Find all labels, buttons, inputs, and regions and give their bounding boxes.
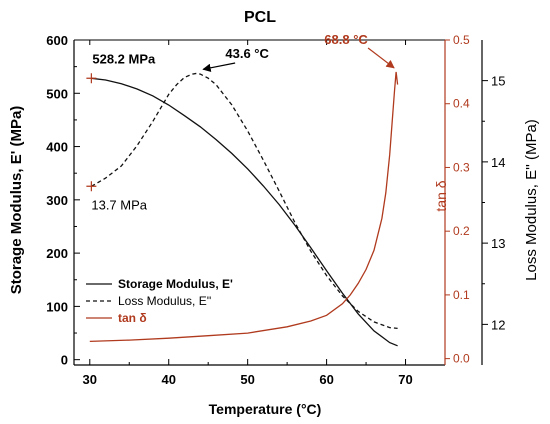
y-right-tick-label: 13 — [491, 236, 505, 251]
loss-peak-arrow — [202, 62, 236, 72]
y-left-tick-label: 100 — [46, 299, 68, 314]
y-tan-tick-label: 0.5 — [453, 33, 470, 47]
y-left-tick-label: 500 — [46, 86, 68, 101]
loss-modulus-line — [91, 72, 398, 330]
y-axis-label-right: Loss Modulus, E'' (MPa) — [523, 119, 540, 281]
y-tan-tick-label: 0.0 — [453, 352, 470, 366]
y-left-tick-label: 300 — [46, 193, 68, 208]
annotation-loss-peak: 43.6 °C — [225, 46, 269, 61]
y-tan-tick-label: 0.1 — [453, 288, 470, 302]
y-axis-label-left: Storage Modulus, E' (MPa) — [8, 106, 25, 295]
y-tan-tick-label: 0.3 — [453, 160, 470, 174]
annotations: 528.2 MPa 13.7 MPa 43.6 °C 68.8 °C — [86, 32, 395, 212]
tan-peak-arrow — [367, 47, 395, 69]
legend-storage-label: Storage Modulus, E' — [118, 277, 233, 291]
series-group — [89, 71, 399, 347]
axes: 30 40 50 60 70 0 100 200 300 400 500 600 0.0 0.1 0.2 0.… — [46, 33, 505, 387]
legend: Storage Modulus, E' Loss Modulus, E'' tan … — [86, 277, 233, 325]
y-left-tick-label: 200 — [46, 246, 68, 261]
loss-marker — [86, 181, 97, 192]
y-right-tick-label: 12 — [491, 317, 505, 332]
y-tan-tick-label: 0.2 — [453, 224, 470, 238]
y-right-tick-label: 14 — [491, 155, 505, 170]
chart-title: PCL — [244, 9, 276, 26]
tan-delta-line — [89, 71, 399, 343]
y-tan-tick-label: 0.4 — [453, 97, 470, 111]
y-left-tick-label: 0 — [61, 353, 68, 368]
storage-marker — [86, 73, 97, 84]
annotation-loss-value: 13.7 MPa — [91, 197, 147, 212]
x-tick-label: 40 — [161, 372, 175, 387]
legend-loss-label: Loss Modulus, E'' — [118, 294, 211, 308]
legend-tan-label: tan δ — [118, 311, 147, 325]
x-tick-label: 70 — [398, 372, 412, 387]
x-tick-label: 30 — [83, 372, 97, 387]
x-tick-label: 50 — [240, 372, 254, 387]
annotation-storage-value: 528.2 MPa — [92, 51, 156, 66]
y-left-tick-label: 600 — [46, 33, 68, 48]
x-tick-label: 60 — [319, 372, 333, 387]
y-right-tick-label: 15 — [491, 74, 505, 89]
annotation-tan-peak: 68.8 °C — [324, 32, 368, 47]
y-axis-label-tan: tan δ — [433, 180, 449, 211]
x-axis-label: Temperature (°C) — [209, 401, 322, 417]
y-left-tick-label: 400 — [46, 140, 68, 155]
